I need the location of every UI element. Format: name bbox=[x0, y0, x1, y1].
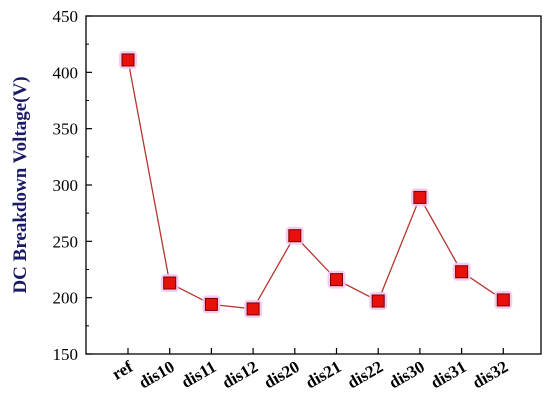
x-tick-label: dis31 bbox=[427, 357, 469, 392]
x-tick-label: dis21 bbox=[302, 357, 344, 392]
data-point bbox=[121, 53, 135, 67]
x-tick-label: ref bbox=[109, 357, 136, 384]
x-tick-label: dis22 bbox=[344, 357, 386, 392]
x-tick-label: dis12 bbox=[219, 357, 261, 392]
y-tick-label: 350 bbox=[53, 120, 79, 139]
x-axis-ticks: ref dis10 dis11 dis12 dis20 dis21 dis22 dis30 di… bbox=[109, 348, 511, 392]
y-axis-ticks: 150 200 250 300 350 400 450 bbox=[53, 7, 92, 364]
y-tick-label: 450 bbox=[53, 7, 79, 26]
plot-border bbox=[85, 15, 542, 355]
series-group bbox=[119, 50, 513, 318]
y-axis-title: DC Breakdown Voltage(V) bbox=[10, 76, 31, 293]
data-point bbox=[204, 297, 218, 311]
x-tick-label: dis10 bbox=[135, 357, 177, 392]
data-point bbox=[288, 229, 302, 243]
x-tick-label: dis20 bbox=[261, 357, 303, 392]
data-point bbox=[455, 265, 469, 279]
x-tick-label: dis32 bbox=[469, 357, 511, 392]
y-tick-label: 400 bbox=[53, 63, 79, 82]
data-point bbox=[496, 293, 510, 307]
plot-frame bbox=[85, 15, 542, 355]
x-tick-label: dis30 bbox=[386, 357, 428, 392]
y-tick-label: 200 bbox=[53, 289, 79, 308]
y-tick-label: 250 bbox=[53, 232, 79, 251]
y-tick-label: 300 bbox=[53, 176, 79, 195]
data-point bbox=[246, 302, 260, 316]
data-point bbox=[371, 294, 385, 308]
data-point bbox=[413, 190, 427, 204]
y-tick-label: 150 bbox=[53, 345, 79, 364]
x-tick-label: dis11 bbox=[178, 357, 219, 392]
data-point bbox=[330, 273, 343, 287]
series-line bbox=[127, 59, 504, 310]
data-point bbox=[163, 276, 177, 290]
